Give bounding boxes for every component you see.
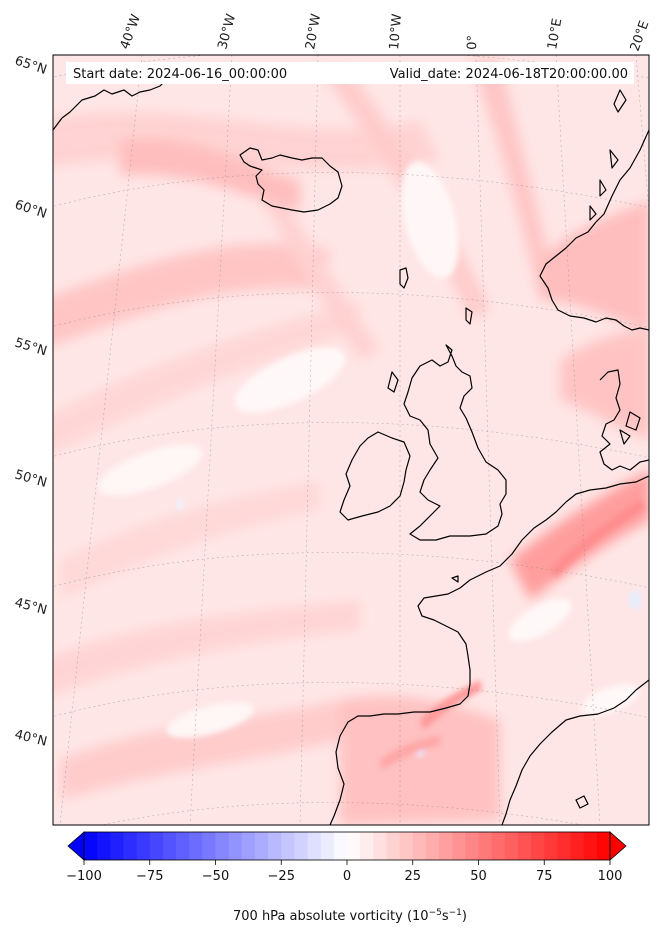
map-panel (52, 54, 650, 826)
colorbar-cell (123, 832, 137, 860)
colorbar-cell (491, 832, 506, 860)
colorbar-cell (504, 832, 519, 860)
colorbar-cell (202, 832, 216, 860)
colorbar-cell (268, 832, 282, 860)
lon-label-20w: 20°W (303, 13, 324, 51)
latitude-labels: 65°N 60°N 55°N 50°N 45°N 40°N (13, 54, 49, 750)
ireland-coast (339, 431, 411, 521)
colorbar-cell (478, 832, 493, 860)
colorbar-cell (84, 832, 98, 860)
colorbar-cell (452, 832, 466, 860)
colorbar-ticks: −100 −75 −50 −25 0 25 50 75 100 (66, 860, 622, 884)
colorbar-tick-label: −75 (136, 869, 163, 884)
denmark-coast (599, 369, 649, 471)
colorbar-cell (136, 832, 151, 860)
faroe-coast (399, 267, 409, 289)
colorbar-cell (333, 832, 348, 860)
colorbar-tick-label: 25 (404, 869, 421, 884)
lat-label-40n: 40°N (13, 727, 48, 749)
colorbar-cell (281, 832, 295, 860)
lat-label-45n: 45°N (13, 595, 49, 618)
colorbar-cell (176, 832, 190, 860)
colorbar-cell (149, 832, 164, 860)
map-frame (52, 54, 650, 826)
hebrides-coast (387, 371, 399, 393)
colorbar-tick-label: 50 (470, 869, 487, 884)
colorbar-cell (399, 832, 414, 860)
coastlines (53, 69, 649, 825)
colorbar-cell (557, 832, 571, 860)
colorbar-label: 700 hPa absolute vorticity (10−5s−1) (233, 908, 467, 924)
lat-label-50n: 50°N (13, 467, 49, 490)
shetland-coast (465, 307, 473, 325)
colorbar-cell (307, 832, 322, 860)
lon-label-10w: 10°W (387, 13, 405, 50)
colorbar-cell (570, 832, 585, 860)
lon-label-10e: 10°E (545, 17, 565, 50)
map-background (53, 55, 649, 825)
colorbar-cell (215, 832, 230, 860)
colorbar-cell (254, 832, 269, 860)
colorbar-cell (189, 832, 203, 860)
colorbar-cell (465, 832, 479, 860)
colorbar-cell (425, 832, 440, 860)
colorbar-tick-label: −50 (202, 869, 229, 884)
colorbar-cells (84, 832, 611, 860)
colorbar-extend-min (67, 831, 85, 861)
colorbar-cell (110, 832, 124, 860)
colorbar-cell (294, 832, 308, 860)
colorbar-extend-max (609, 831, 627, 861)
mediterranean-coast (501, 679, 649, 825)
colorbar-cell (544, 832, 558, 860)
colorbar-cell (517, 832, 532, 860)
lon-label-30w: 30°W (215, 12, 239, 51)
colorbar-cell (373, 832, 387, 860)
colorbar-cell (412, 832, 427, 860)
longitude-labels: 40°W 30°W 20°W 10°W 0° 10°E 20°E (118, 12, 653, 53)
europe-coast (329, 475, 649, 825)
colorbar-cell (386, 832, 400, 860)
colorbar-cell (162, 832, 177, 860)
lat-label-55n: 55°N (13, 335, 49, 359)
date-header-box (66, 62, 634, 84)
colorbar-cell (320, 832, 335, 860)
colorbar: −100 −75 −50 −25 0 25 50 75 100 700 hPa absolute… (66, 831, 627, 924)
colorbar-cell (241, 832, 256, 860)
greenland-coast (53, 69, 171, 131)
colorbar-cell (531, 832, 545, 860)
colorbar-cell (97, 832, 111, 860)
lat-label-60n: 60°N (13, 198, 49, 222)
colorbar-cell (583, 832, 598, 860)
vorticity-field (53, 55, 649, 825)
britain-coast (403, 344, 507, 541)
colorbar-cell (347, 832, 361, 860)
lon-label-20e: 20°E (628, 19, 653, 54)
start-date-label: Start date: 2024-06-16_00:00:00 (73, 67, 287, 82)
colorbar-cell (439, 832, 453, 860)
colorbar-tick-label: 0 (343, 869, 351, 884)
valid-date-label: Valid_date: 2024-06-18T20:00:00.00 (390, 67, 628, 82)
colorbar-tick-label: −25 (268, 869, 295, 884)
norway-coast (539, 129, 649, 331)
colorbar-cell (228, 832, 243, 860)
lat-label-65n: 65°N (13, 54, 49, 78)
colorbar-tick-label: 100 (598, 869, 623, 884)
colorbar-cell (360, 832, 374, 860)
balearic-coast (575, 795, 589, 809)
lon-label-0: 0° (465, 35, 481, 50)
colorbar-tick-label: −100 (66, 869, 102, 884)
colorbar-tick-label: 75 (536, 869, 553, 884)
lon-label-40w: 40°W (118, 12, 144, 51)
iceland-coast (239, 147, 343, 213)
colorbar-cell (596, 832, 611, 860)
